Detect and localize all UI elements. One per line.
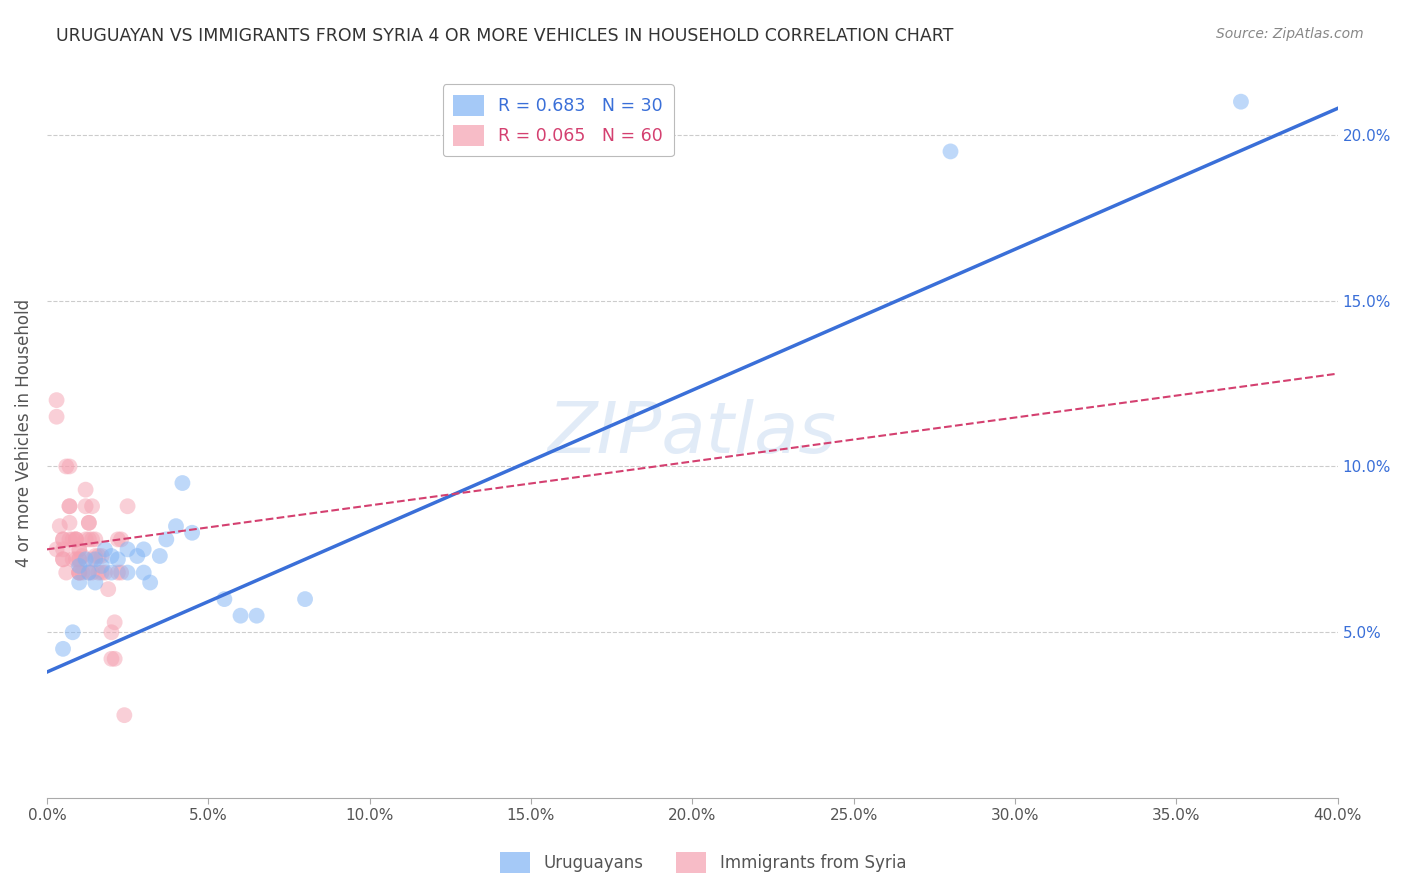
Point xyxy=(939,145,962,159)
Point xyxy=(45,393,67,408)
Point xyxy=(77,533,100,547)
Point xyxy=(67,542,90,557)
Point xyxy=(165,519,187,533)
Point xyxy=(229,608,252,623)
Point xyxy=(58,459,80,474)
Point xyxy=(94,542,117,557)
Point xyxy=(75,533,97,547)
Text: ZIPatlas: ZIPatlas xyxy=(548,399,837,467)
Point xyxy=(90,566,112,580)
Point xyxy=(67,552,90,566)
Point xyxy=(77,566,100,580)
Point xyxy=(132,566,155,580)
Point xyxy=(104,652,127,666)
Point xyxy=(80,500,103,514)
Point xyxy=(49,519,72,533)
Text: Source: ZipAtlas.com: Source: ZipAtlas.com xyxy=(1216,27,1364,41)
Point xyxy=(58,500,80,514)
Point xyxy=(67,566,90,580)
Point xyxy=(65,533,87,547)
Point xyxy=(72,549,94,563)
Point xyxy=(94,566,117,580)
Point xyxy=(77,516,100,530)
Point xyxy=(67,566,90,580)
Point xyxy=(107,552,129,566)
Point xyxy=(62,533,84,547)
Point xyxy=(112,708,135,723)
Point xyxy=(58,516,80,530)
Point xyxy=(149,549,172,563)
Point xyxy=(52,552,75,566)
Point xyxy=(67,558,90,573)
Point xyxy=(62,625,84,640)
Point xyxy=(84,549,107,563)
Point xyxy=(65,552,87,566)
Point xyxy=(294,592,316,607)
Point xyxy=(80,566,103,580)
Point xyxy=(132,542,155,557)
Point xyxy=(67,552,90,566)
Point xyxy=(1230,95,1253,109)
Point xyxy=(58,533,80,547)
Point xyxy=(67,575,90,590)
Point xyxy=(80,533,103,547)
Y-axis label: 4 or more Vehicles in Household: 4 or more Vehicles in Household xyxy=(15,299,32,567)
Point xyxy=(90,549,112,563)
Point xyxy=(87,549,110,563)
Point xyxy=(139,575,162,590)
Point xyxy=(77,566,100,580)
Point xyxy=(77,516,100,530)
Point xyxy=(45,542,67,557)
Point xyxy=(87,566,110,580)
Point xyxy=(100,625,122,640)
Point xyxy=(65,533,87,547)
Point xyxy=(117,500,139,514)
Point xyxy=(107,566,129,580)
Point xyxy=(58,500,80,514)
Point xyxy=(52,542,75,557)
Point xyxy=(100,652,122,666)
Point xyxy=(80,552,103,566)
Point xyxy=(62,552,84,566)
Point xyxy=(52,533,75,547)
Point xyxy=(72,566,94,580)
Point xyxy=(97,582,120,596)
Point xyxy=(100,566,122,580)
Point xyxy=(181,525,204,540)
Point xyxy=(110,533,132,547)
Point xyxy=(55,566,77,580)
Text: URUGUAYAN VS IMMIGRANTS FROM SYRIA 4 OR MORE VEHICLES IN HOUSEHOLD CORRELATION C: URUGUAYAN VS IMMIGRANTS FROM SYRIA 4 OR … xyxy=(56,27,953,45)
Point xyxy=(172,476,194,491)
Point xyxy=(84,575,107,590)
Point xyxy=(55,459,77,474)
Point xyxy=(45,409,67,424)
Point xyxy=(90,558,112,573)
Point xyxy=(104,615,127,630)
Point xyxy=(100,549,122,563)
Point xyxy=(67,566,90,580)
Legend: R = 0.683   N = 30, R = 0.065   N = 60: R = 0.683 N = 30, R = 0.065 N = 60 xyxy=(443,85,673,156)
Point xyxy=(52,533,75,547)
Point xyxy=(52,552,75,566)
Point xyxy=(127,549,149,563)
Point xyxy=(84,552,107,566)
Point xyxy=(107,533,129,547)
Legend: Uruguayans, Immigrants from Syria: Uruguayans, Immigrants from Syria xyxy=(494,846,912,880)
Point xyxy=(84,533,107,547)
Point xyxy=(52,641,75,656)
Point xyxy=(75,500,97,514)
Point xyxy=(246,608,269,623)
Point xyxy=(65,533,87,547)
Point xyxy=(117,566,139,580)
Point xyxy=(67,542,90,557)
Point xyxy=(214,592,236,607)
Point xyxy=(75,552,97,566)
Point xyxy=(75,483,97,497)
Point xyxy=(155,533,177,547)
Point xyxy=(110,566,132,580)
Point xyxy=(117,542,139,557)
